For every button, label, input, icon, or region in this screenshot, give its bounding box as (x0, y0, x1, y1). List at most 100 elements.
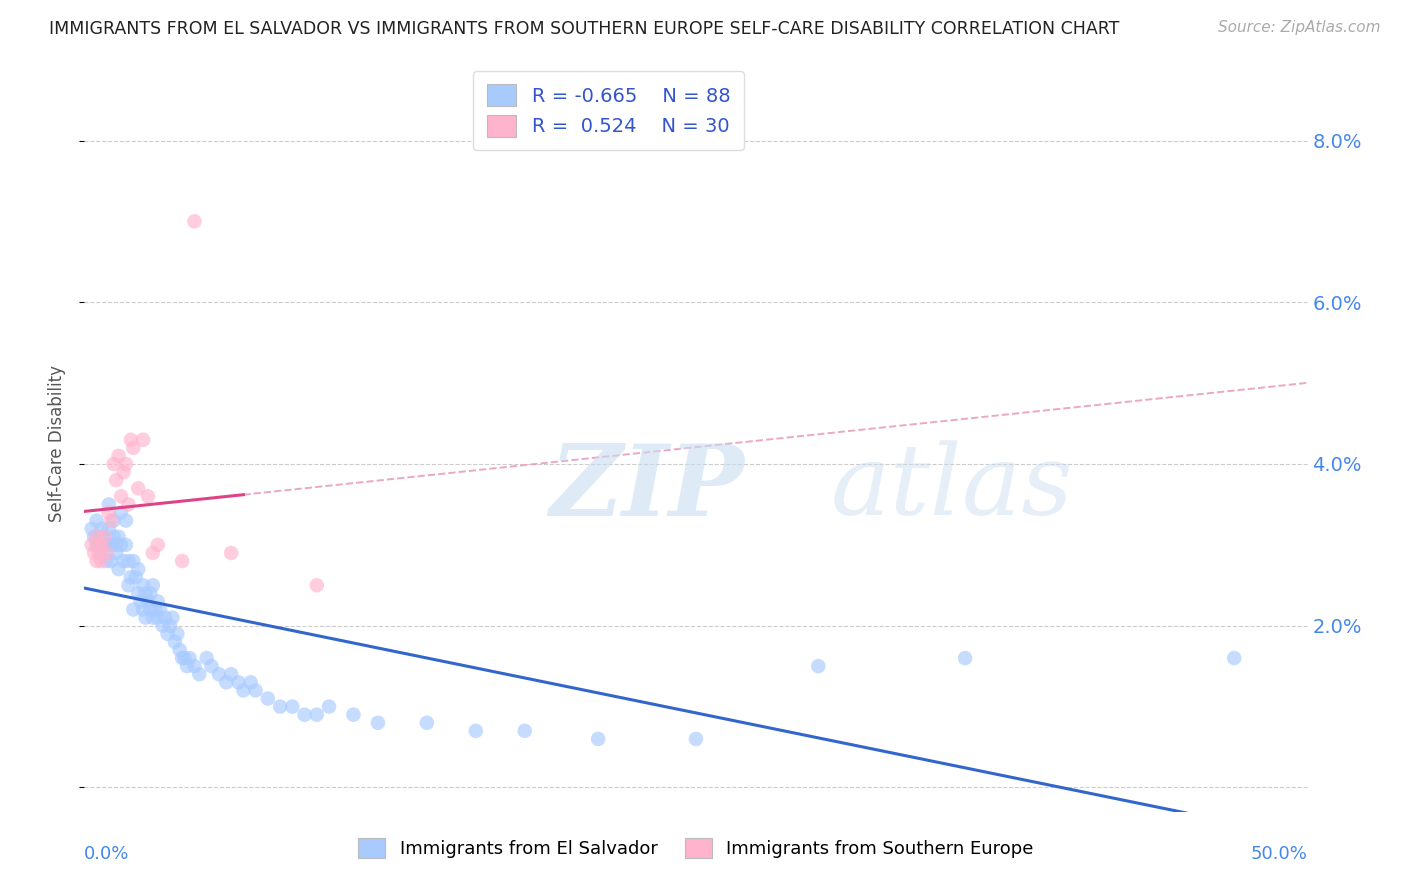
Point (110, 538, 132, 552)
Point (188, 667, 211, 681)
Point (97, 522, 120, 536)
Point (122, 441, 145, 455)
Point (117, 578, 139, 592)
Point (143, 602, 166, 616)
Point (125, 570, 148, 584)
Point (166, 627, 188, 641)
Point (87, 538, 110, 552)
Point (183, 214, 205, 228)
Point (107, 530, 129, 544)
Point (132, 602, 155, 616)
Point (127, 481, 149, 495)
Point (97, 497, 120, 511)
Point (342, 707, 364, 722)
Point (294, 707, 316, 722)
Point (86, 538, 108, 552)
Point (107, 562, 129, 576)
Point (162, 610, 184, 624)
Legend: Immigrants from El Salvador, Immigrants from Southern Europe: Immigrants from El Salvador, Immigrants … (352, 831, 1040, 865)
Point (416, 715, 439, 730)
Point (110, 489, 132, 503)
Point (103, 530, 125, 544)
Point (120, 433, 142, 447)
Point (105, 538, 128, 552)
Text: 50.0%: 50.0% (1251, 845, 1308, 863)
Point (136, 489, 159, 503)
Point (139, 586, 162, 600)
Point (97, 506, 120, 520)
Point (86, 530, 108, 544)
Point (215, 675, 238, 690)
Point (122, 554, 145, 568)
Point (172, 554, 194, 568)
Point (100, 514, 122, 528)
Point (122, 602, 145, 616)
Text: Source: ZipAtlas.com: Source: ZipAtlas.com (1218, 20, 1381, 35)
Point (132, 578, 155, 592)
Point (90, 546, 112, 560)
Point (159, 618, 181, 632)
Point (142, 578, 165, 592)
Point (146, 610, 169, 624)
Point (179, 651, 201, 665)
Point (100, 538, 122, 552)
Point (103, 457, 125, 471)
Point (139, 602, 162, 616)
Point (195, 651, 218, 665)
Point (156, 627, 179, 641)
Point (169, 643, 191, 657)
Point (93, 538, 115, 552)
Point (163, 635, 186, 649)
Point (245, 683, 267, 698)
Text: ZIP: ZIP (550, 440, 744, 536)
Point (513, 723, 536, 738)
Point (90, 538, 112, 552)
Point (281, 699, 304, 714)
Point (208, 667, 231, 681)
Point (172, 651, 194, 665)
Text: 0.0%: 0.0% (84, 845, 129, 863)
Point (86, 514, 108, 528)
Point (257, 691, 280, 706)
Point (132, 433, 155, 447)
Point (115, 538, 138, 552)
Point (173, 651, 195, 665)
Point (146, 538, 169, 552)
Point (586, 731, 609, 746)
Point (1223, 651, 1246, 665)
Point (239, 675, 262, 690)
Y-axis label: Self-Care Disability: Self-Care Disability (48, 365, 66, 523)
Point (232, 683, 254, 698)
Point (464, 723, 486, 738)
Point (103, 514, 125, 528)
Point (120, 570, 142, 584)
Point (228, 675, 250, 690)
Point (112, 554, 135, 568)
Point (953, 651, 976, 665)
Point (219, 667, 242, 681)
Point (685, 731, 707, 746)
Point (807, 659, 830, 673)
Point (83, 546, 105, 560)
Point (135, 610, 157, 624)
Point (117, 497, 139, 511)
Point (90, 522, 112, 536)
Point (142, 610, 165, 624)
Point (115, 514, 138, 528)
Point (110, 506, 132, 520)
Point (105, 546, 128, 560)
Point (136, 594, 159, 608)
Point (90, 554, 112, 568)
Point (129, 594, 152, 608)
Point (96, 538, 118, 552)
Point (200, 659, 222, 673)
Point (112, 465, 135, 479)
Point (117, 554, 139, 568)
Point (135, 586, 157, 600)
Point (305, 707, 328, 722)
Point (96, 546, 118, 560)
Point (153, 610, 176, 624)
Point (86, 554, 108, 568)
Point (107, 449, 129, 463)
Point (105, 473, 128, 487)
